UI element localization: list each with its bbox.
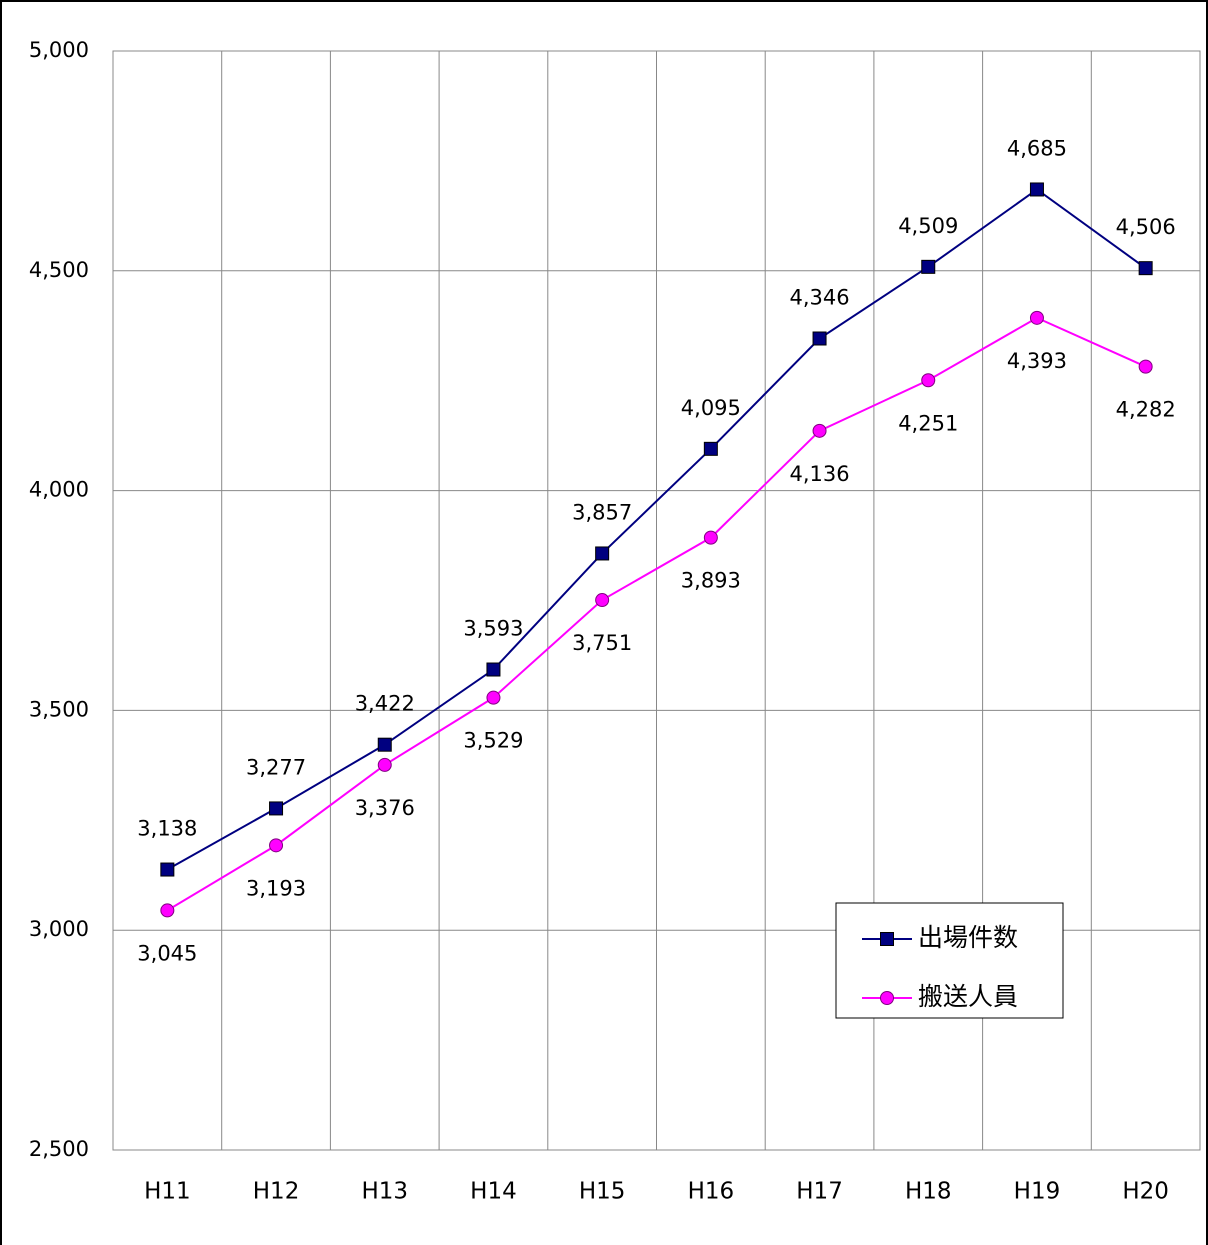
data-point (486, 690, 501, 705)
data-label: 3,751 (572, 631, 632, 655)
data-label: 4,506 (1116, 215, 1176, 239)
data-label: 4,685 (1007, 136, 1067, 160)
x-tick-label: H12 (253, 1179, 300, 1205)
legend-marker (880, 932, 894, 946)
legend-label: 出場件数 (918, 923, 1018, 952)
data-point (486, 662, 501, 677)
data-label: 3,593 (463, 617, 523, 641)
data-point (595, 546, 610, 561)
data-point (160, 862, 175, 877)
data-point (812, 423, 827, 438)
data-label: 3,857 (572, 500, 632, 524)
legend-label: 搬送人員 (918, 982, 1018, 1011)
data-label: 4,251 (898, 411, 958, 435)
data-point (703, 530, 718, 545)
data-point (1029, 182, 1044, 197)
data-label: 4,346 (789, 285, 849, 309)
data-point (1029, 310, 1044, 325)
data-point (377, 757, 392, 772)
y-tick-label: 4,500 (29, 258, 89, 282)
data-point (595, 593, 610, 608)
data-label: 3,045 (137, 941, 197, 965)
data-point (921, 373, 936, 388)
x-tick-label: H13 (361, 1179, 408, 1205)
x-tick-label: H17 (796, 1179, 843, 1205)
data-point (269, 801, 284, 816)
x-tick-label: H16 (688, 1179, 735, 1205)
data-label: 4,136 (789, 462, 849, 486)
data-point (1138, 359, 1153, 374)
data-point (921, 259, 936, 274)
data-point (703, 441, 718, 456)
legend-marker (880, 991, 894, 1005)
data-label: 4,393 (1007, 349, 1067, 373)
data-label: 4,282 (1116, 398, 1176, 422)
data-point (160, 903, 175, 918)
y-tick-label: 4,000 (29, 478, 89, 502)
y-tick-label: 3,500 (29, 697, 89, 721)
x-tick-label: H20 (1122, 1179, 1169, 1205)
y-tick-label: 3,000 (29, 917, 89, 941)
data-label: 3,893 (681, 569, 741, 593)
data-label: 3,277 (246, 755, 306, 779)
x-tick-label: H15 (579, 1179, 626, 1205)
x-tick-label: H14 (470, 1179, 517, 1205)
data-label: 3,138 (137, 817, 197, 841)
x-tick-label: H18 (905, 1179, 952, 1205)
data-label: 3,529 (463, 729, 523, 753)
y-tick-label: 5,000 (29, 38, 89, 62)
data-label: 4,095 (681, 396, 741, 420)
series-line (166, 188, 1147, 871)
data-label: 3,422 (355, 692, 415, 716)
x-tick-label: H11 (144, 1179, 191, 1205)
data-label: 3,193 (246, 876, 306, 900)
series-line (166, 316, 1147, 912)
data-label: 3,376 (355, 796, 415, 820)
data-point (269, 838, 284, 853)
x-tick-label: H19 (1014, 1179, 1061, 1205)
data-label: 4,509 (898, 214, 958, 238)
data-point (377, 737, 392, 752)
y-tick-label: 2,500 (29, 1137, 89, 1161)
data-point (1138, 261, 1153, 276)
data-point (812, 331, 827, 346)
